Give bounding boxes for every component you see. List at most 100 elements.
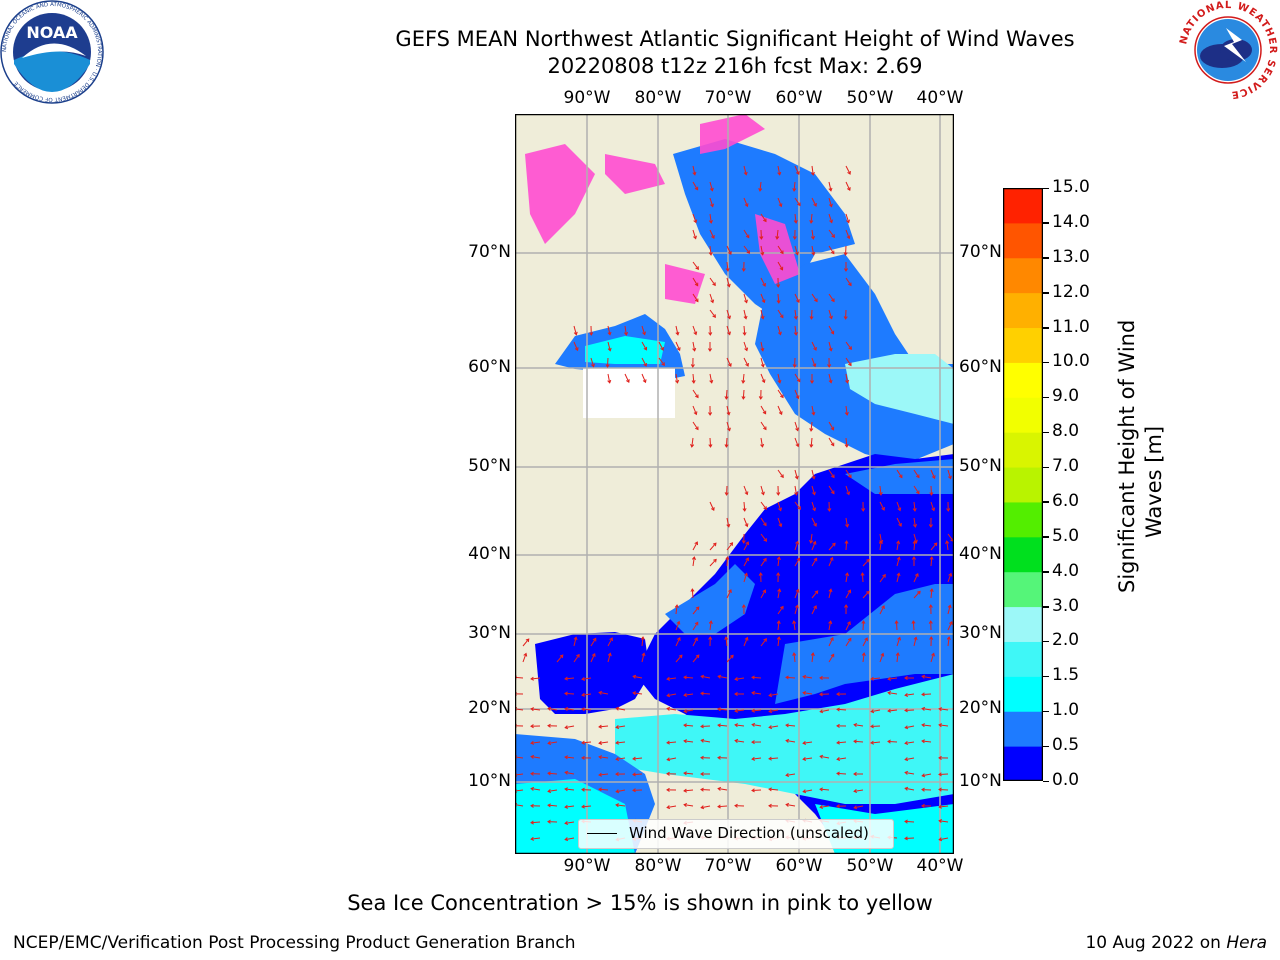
- wind-arrow: [853, 805, 864, 810]
- wind-arrow: [793, 213, 798, 224]
- legend-text: Wind Wave Direction (unscaled): [629, 824, 869, 842]
- wind-arrow: [845, 213, 850, 224]
- wind-arrow: [844, 604, 849, 615]
- colorbar-tick-mark: [1043, 780, 1049, 782]
- wind-arrow: [894, 620, 899, 631]
- wind-arrow: [836, 757, 847, 762]
- masked-area: [583, 368, 675, 418]
- wind-arrow: [743, 245, 751, 254]
- wind-arrow: [794, 165, 800, 176]
- wind-arrow: [828, 293, 835, 303]
- lat-tick-left: 60°N: [468, 357, 511, 377]
- wind-arrow: [726, 357, 732, 367]
- wind-arrow: [632, 756, 643, 761]
- lat-tick-left: 30°N: [468, 623, 511, 643]
- wind-arrow: [741, 533, 746, 544]
- legend-line-sample: [587, 833, 617, 834]
- wind-arrow: [760, 357, 765, 368]
- wind-arrow: [896, 556, 901, 567]
- colorbar-tick-mark: [1043, 187, 1049, 189]
- wind-arrow: [785, 723, 796, 728]
- wind-arrow: [785, 802, 796, 807]
- wind-arrow: [811, 517, 817, 527]
- colorbar-tick-label: 10.0: [1052, 351, 1090, 372]
- ice-nares: [700, 114, 765, 154]
- wind-arrow: [692, 261, 699, 270]
- colorbar-bin: [1003, 362, 1043, 398]
- wind-arrow: [811, 590, 819, 599]
- wind-arrow: [904, 708, 915, 713]
- nws-logo: NATIONAL WEATHER SERVICE: [1178, 0, 1277, 100]
- wind-arrow: [734, 691, 745, 697]
- lon-tick-top: 40°W: [916, 88, 964, 108]
- wind-arrow: [828, 229, 835, 238]
- wind-arrow: [794, 389, 800, 400]
- colorbar-bin: [1003, 222, 1043, 259]
- map-legend: Wind Wave Direction (unscaled): [578, 819, 894, 849]
- wind-arrow: [743, 341, 749, 352]
- wind-arrow: [904, 725, 915, 730]
- wind-arrow: [794, 469, 799, 480]
- wind-arrow: [794, 245, 799, 256]
- wind-arrow: [845, 485, 851, 496]
- wind-arrow: [913, 469, 920, 479]
- wind-arrow: [547, 771, 558, 776]
- labrador-sea-high: [845, 354, 954, 424]
- wind-arrow: [691, 556, 696, 567]
- wind-arrow: [776, 485, 781, 496]
- lat-tick-right: 10°N: [959, 771, 1002, 791]
- wind-arrow: [632, 788, 643, 793]
- wind-arrow: [607, 325, 612, 336]
- wind-arrow: [692, 325, 698, 336]
- chart-title: GEFS MEAN Northwest Atlantic Significant…: [395, 27, 1075, 51]
- noaa-logo: NATIONAL OCEANIC AND ATMOSPHERIC ADMINIS…: [0, 0, 104, 104]
- wind-arrow: [904, 675, 915, 680]
- wind-arrow: [725, 261, 730, 272]
- wind-arrow: [607, 373, 612, 384]
- lat-tick-left: 10°N: [468, 771, 511, 791]
- wind-arrow: [734, 708, 745, 713]
- wind-arrow: [794, 501, 801, 510]
- wind-arrow: [708, 213, 713, 224]
- wind-arrow: [581, 804, 592, 809]
- wind-arrow: [683, 771, 694, 776]
- wind-arrow: [760, 589, 767, 599]
- wind-arrow: [760, 373, 766, 384]
- colorbar-label-line1: Significant Height of Wind: [1115, 319, 1139, 593]
- wind-arrow: [828, 485, 835, 495]
- wind-arrow: [758, 389, 763, 400]
- wind-arrow: [742, 501, 747, 512]
- hudson-bay-core: [585, 336, 665, 364]
- wind-arrow: [530, 786, 541, 791]
- wind-arrow: [759, 229, 764, 240]
- wind-arrow: [785, 675, 796, 680]
- wind-arrow: [938, 804, 949, 809]
- lon-tick-bottom: 40°W: [916, 856, 964, 876]
- wind-arrow: [530, 803, 541, 808]
- colorbar-tick-label: 13.0: [1052, 246, 1090, 267]
- wind-arrow: [692, 229, 697, 240]
- wind-arrow: [844, 540, 849, 551]
- wind-arrow: [777, 325, 782, 336]
- wind-arrow: [828, 373, 833, 384]
- wind-arrow: [547, 723, 558, 728]
- wind-arrow: [861, 652, 866, 663]
- wind-arrow: [896, 572, 901, 583]
- wind-arrow: [581, 787, 592, 792]
- colorbar-bin: [1003, 467, 1043, 503]
- wind-arrow: [929, 556, 934, 567]
- wind-arrow: [692, 606, 700, 615]
- wind-arrow: [741, 604, 746, 615]
- wind-arrow: [896, 636, 902, 647]
- wind-arrow: [879, 501, 885, 511]
- colorbar-bin: [1003, 327, 1043, 363]
- wind-arrow: [930, 652, 935, 663]
- wind-arrow: [904, 692, 915, 697]
- wind-arrow: [675, 373, 680, 384]
- wind-arrow: [844, 437, 849, 448]
- wind-arrow: [887, 739, 898, 744]
- wind-arrow: [726, 421, 731, 432]
- wind-arrow: [792, 652, 797, 663]
- wind-arrow: [870, 709, 881, 714]
- wind-arrow: [845, 373, 850, 384]
